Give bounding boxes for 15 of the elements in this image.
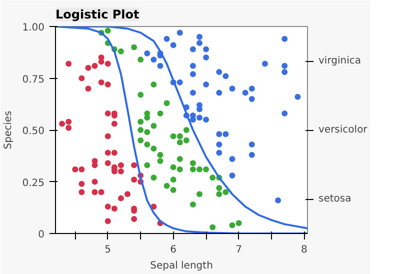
x-axis-title: Sepal length [150,260,213,272]
x-tick-label: 5 [104,244,112,256]
text: setosa [318,194,352,204]
x-tick-label: 6 [170,244,177,256]
y-axis-title: Species [3,110,14,150]
chart-title: Logistic Plot [56,8,140,22]
text: virginica [318,56,361,66]
y-tick-label: 0 [38,230,45,240]
y-tick-label: 0.75 [22,74,44,86]
y-tick-label: 0.50 [22,126,44,137]
text: versicolor [318,124,368,136]
y-tick-label: 0.25 [22,178,44,189]
x-tick-label: 8 [301,244,308,256]
y-tick-label: 1.00 [22,22,44,34]
x-tick-label: 7 [236,244,242,256]
